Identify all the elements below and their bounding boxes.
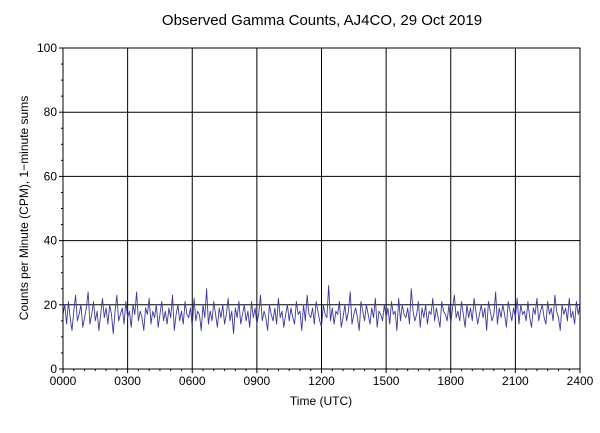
y-tick-label: 20 xyxy=(44,298,58,312)
y-tick-label: 60 xyxy=(44,169,58,183)
cpm-series-line xyxy=(62,285,581,335)
x-axis: 0000 0300 0600 0900 1200 1500 1800 2100 2400 xyxy=(50,369,594,388)
y-tick-label: 40 xyxy=(44,234,58,248)
chart-title: Observed Gamma Counts, AJ4CO, 29 Oct 201… xyxy=(162,12,482,29)
x-tick-label: 1800 xyxy=(437,374,464,388)
x-tick-label: 2400 xyxy=(567,374,594,388)
x-tick-label: 1200 xyxy=(308,374,335,388)
y-axis-label: Counts per Minute (CPM), 1−minute sums xyxy=(17,96,31,320)
grid xyxy=(63,48,580,369)
y-axis: 0 20 40 60 80 100 xyxy=(37,41,63,376)
series-layer xyxy=(62,285,581,335)
x-axis-label: Time (UTC) xyxy=(290,394,352,408)
x-tick-label: 2100 xyxy=(502,374,529,388)
x-tick-label: 0000 xyxy=(50,374,77,388)
y-tick-label: 0 xyxy=(50,362,57,376)
y-tick-label: 100 xyxy=(37,41,57,55)
x-tick-label: 0900 xyxy=(244,374,271,388)
x-tick-label: 0300 xyxy=(114,374,141,388)
x-tick-label: 1500 xyxy=(373,374,400,388)
x-tick-label: 0600 xyxy=(179,374,206,388)
y-tick-label: 80 xyxy=(44,105,58,119)
